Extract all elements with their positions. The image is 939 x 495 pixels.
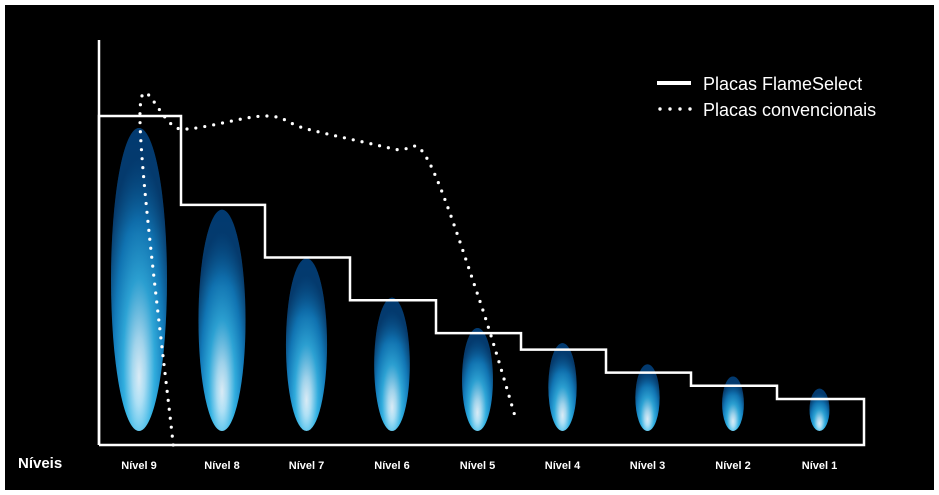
flame-4 bbox=[548, 343, 576, 431]
x-axis-label: Níveis bbox=[18, 455, 62, 472]
flame-9 bbox=[111, 128, 167, 431]
x-tick-label: Nível 4 bbox=[545, 460, 581, 472]
legend-label-flameselect: Placas FlameSelect bbox=[703, 74, 862, 94]
flame-3 bbox=[635, 364, 659, 431]
x-tick-label: Nível 8 bbox=[204, 460, 239, 472]
flame-6 bbox=[374, 298, 410, 431]
x-tick-label: Nível 1 bbox=[802, 460, 837, 472]
legend-label-convencionais: Placas convencionais bbox=[703, 100, 876, 120]
x-tick-label: Nível 9 bbox=[121, 460, 156, 472]
x-tick-labels: Nível 9 Nível 8 Nível 7 Nível 6 Nível 5 Nível… bbox=[121, 460, 837, 472]
series-line-convencionais bbox=[140, 93, 517, 445]
flame-1 bbox=[810, 389, 830, 431]
flame-8 bbox=[198, 210, 245, 431]
flame-7 bbox=[286, 258, 327, 431]
legend: Placas FlameSelect Placas convencionais bbox=[657, 74, 876, 120]
x-tick-label: Nível 6 bbox=[374, 460, 409, 472]
x-tick-label: Nível 2 bbox=[715, 460, 750, 472]
x-tick-label: Nível 3 bbox=[630, 460, 665, 472]
x-tick-label: Nível 7 bbox=[289, 460, 324, 472]
x-tick-label: Nível 5 bbox=[460, 460, 495, 472]
flame-level-chart: Nível 9 Nível 8 Nível 7 Nível 6 Nível 5 Nível… bbox=[5, 5, 934, 490]
flame-5 bbox=[462, 328, 493, 431]
chart-frame: Nível 9 Nível 8 Nível 7 Nível 6 Nível 5 Nível… bbox=[5, 5, 934, 490]
